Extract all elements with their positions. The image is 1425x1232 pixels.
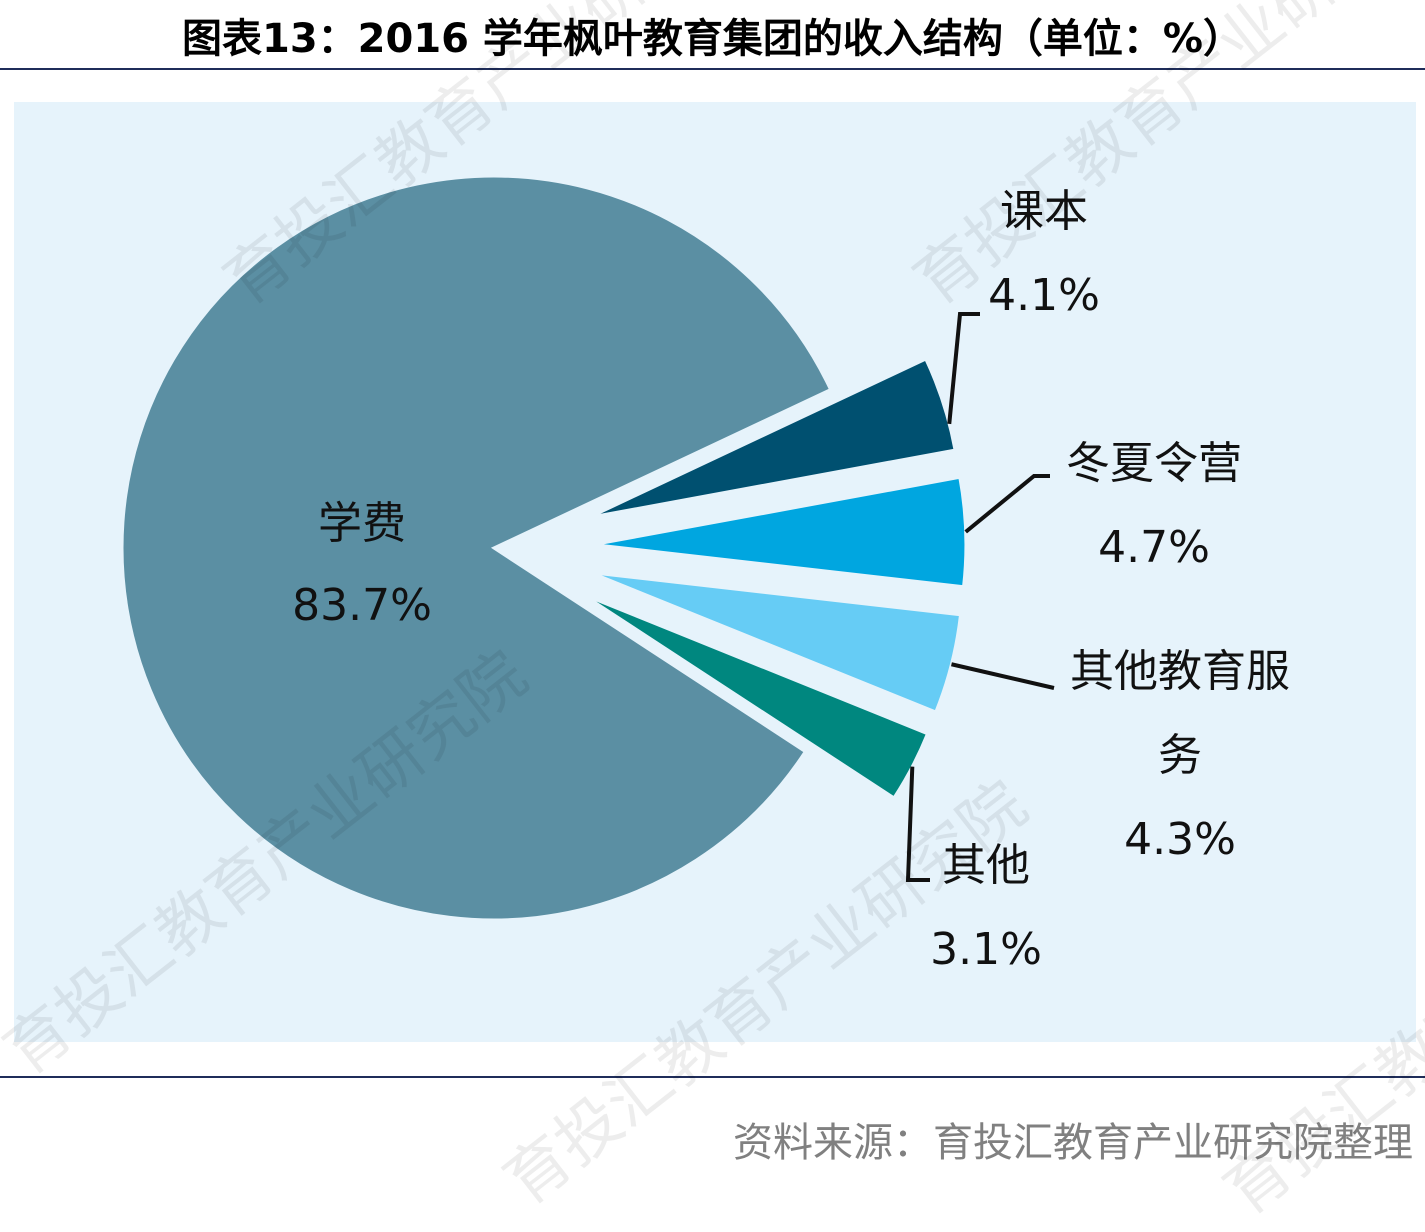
- data-label: 4.1%: [988, 270, 1100, 321]
- pie-slice-0: [120, 174, 833, 922]
- title-divider: [0, 68, 1425, 70]
- pie-slice-3: [590, 571, 963, 714]
- pie-slice-2: [593, 475, 968, 589]
- leader-line: [905, 766, 930, 882]
- leader-line: [964, 474, 1050, 534]
- slice-label: 其他教育服: [1070, 646, 1290, 697]
- data-label: 3.1%: [930, 924, 1042, 975]
- leader-line: [947, 312, 980, 425]
- data-label: 4.3%: [1124, 814, 1236, 865]
- slice-label: 务: [1158, 730, 1202, 781]
- leader-line: [951, 662, 1055, 690]
- pie-slice-4: [581, 592, 930, 800]
- footer-divider: [0, 1076, 1425, 1078]
- slice-label: 其他: [942, 840, 1030, 891]
- slice-label: 冬夏令营: [1066, 438, 1242, 489]
- chart-panel: 学费 83.7% 课本 4.1% 冬夏令营 4.7% 其他教育服务 4.3% 其他 3.1%: [14, 102, 1416, 1042]
- chart-title: 图表13：2016 学年枫叶教育集团的收入结构（单位：%）: [182, 16, 1243, 62]
- data-label: 4.7%: [1098, 522, 1210, 573]
- slice-label: 课本: [1000, 186, 1088, 237]
- source-note: 资料来源：育投汇教育产业研究院整理: [733, 1120, 1413, 1166]
- slice-label: 学费: [318, 498, 406, 549]
- data-label: 83.7%: [292, 580, 432, 631]
- pie-slice-1: [588, 357, 957, 519]
